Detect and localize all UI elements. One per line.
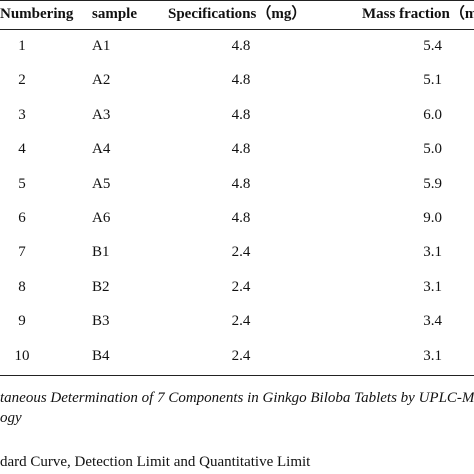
header-cell: sample	[92, 6, 137, 22]
top-rule	[0, 0, 474, 1]
table-cell: 4.8	[231, 141, 251, 158]
table-cell: 3.4	[423, 313, 442, 330]
table-cell: 6	[18, 210, 26, 226]
table-cell: 9.0	[423, 210, 442, 226]
table-cell: 5.9	[423, 175, 442, 192]
table-cell: 4.8	[231, 106, 251, 123]
table-cell: 2	[18, 72, 26, 89]
table-cell: B4	[92, 347, 110, 364]
table-cell: 2.4	[231, 347, 251, 364]
table-cell: 2.4	[231, 313, 251, 330]
table-cell: 6.0	[423, 106, 442, 123]
table-cell: 7	[18, 244, 26, 261]
table-cell: A6	[92, 210, 111, 226]
table-cell: A2	[92, 72, 111, 89]
bottom-rule	[0, 375, 474, 376]
table-cell: 5.4	[423, 38, 442, 54]
table-cell: 10	[14, 347, 30, 364]
table-cell: 4.8	[231, 175, 251, 192]
table-cell: B3	[92, 313, 110, 330]
table-cell: 4.8	[231, 210, 251, 226]
table-cell: 5.1	[423, 72, 442, 89]
section-heading: dard Curve, Detection Limit and Quantita…	[0, 454, 311, 470]
table-cell: A1	[92, 38, 111, 54]
table-cell: 5.0	[423, 141, 442, 158]
table-cell: 4.8	[231, 72, 251, 89]
table-cell: 4	[18, 141, 26, 158]
table-cell: B1	[92, 244, 110, 261]
table-cell: 3.1	[423, 347, 442, 364]
table-cell: 5	[18, 175, 26, 192]
caption-line: taneous Determination of 7 Components in…	[0, 390, 474, 406]
header-cell: Mass fraction（mg·t	[362, 6, 474, 22]
table-cell: 2.4	[231, 278, 251, 295]
table-cell: 3.1	[423, 278, 442, 295]
table-cell: A5	[92, 175, 111, 192]
table-cell: A3	[92, 106, 111, 123]
table-cell: 3.1	[423, 244, 442, 261]
header-rule	[0, 29, 474, 30]
table-cell: 4.8	[231, 38, 251, 54]
header-cell: Specifications（mg）	[168, 6, 307, 22]
table-cell: 1	[18, 38, 26, 54]
table-cell: A4	[92, 141, 111, 158]
header-cell: Numbering	[0, 6, 74, 22]
caption-line: ogy	[0, 410, 22, 426]
table-cell: 9	[18, 313, 26, 330]
table-cell: B2	[92, 278, 110, 295]
table-cell: 3	[18, 106, 26, 123]
table-cell: 8	[18, 278, 26, 295]
table-cell: 2.4	[231, 244, 251, 261]
